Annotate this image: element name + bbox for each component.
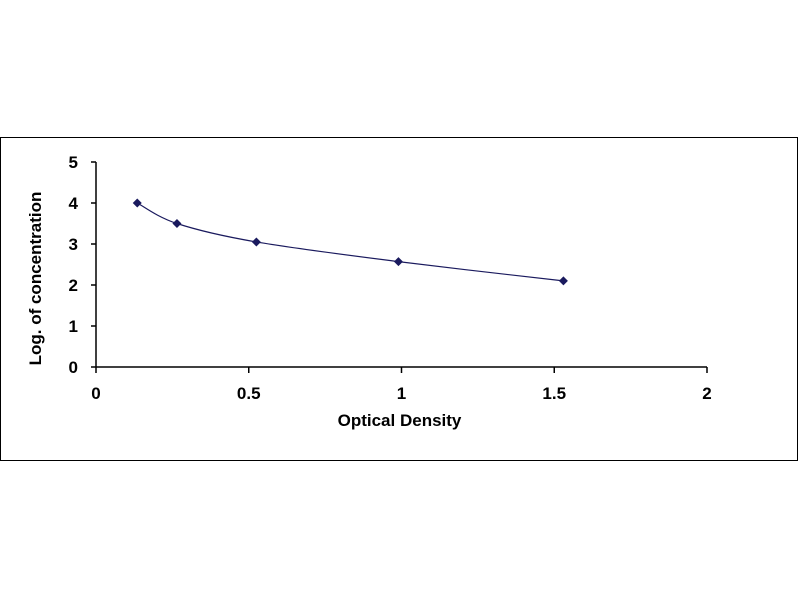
chart-plot: 0 1 2 3 4 5 0 0.5 1 1.5 2 Optical Density Log. of … <box>26 153 712 430</box>
y-tick-label: 3 <box>69 235 78 254</box>
data-point <box>251 237 261 247</box>
data-point <box>172 219 182 228</box>
y-tick-label: 4 <box>69 194 79 213</box>
axes <box>91 161 708 373</box>
x-axis-title: Optical Density <box>338 411 462 430</box>
trend-curve-layer <box>136 202 564 282</box>
x-tick-label: 2 <box>702 384 711 403</box>
y-tick-label: 0 <box>69 358 78 377</box>
x-tick-label: 1 <box>397 384 406 403</box>
data-point <box>558 276 568 286</box>
x-tick-label: 0.5 <box>237 384 261 403</box>
x-tick-label: 0 <box>91 384 100 403</box>
chart-frame: 0 1 2 3 4 5 0 0.5 1 1.5 2 Optical Density Log. of … <box>0 137 798 461</box>
x-tick-label: 1.5 <box>542 384 566 403</box>
trend-curve <box>136 202 564 282</box>
y-axis-title: Log. of concentration <box>26 192 45 366</box>
data-points-layer <box>132 198 568 286</box>
y-tick-label: 2 <box>69 276 78 295</box>
y-tick-label: 5 <box>69 153 78 172</box>
y-tick-label: 1 <box>69 317 78 336</box>
tick-labels: 0 1 2 3 4 5 0 0.5 1 1.5 2 <box>69 153 712 403</box>
data-point <box>132 198 142 208</box>
data-point <box>393 257 403 267</box>
